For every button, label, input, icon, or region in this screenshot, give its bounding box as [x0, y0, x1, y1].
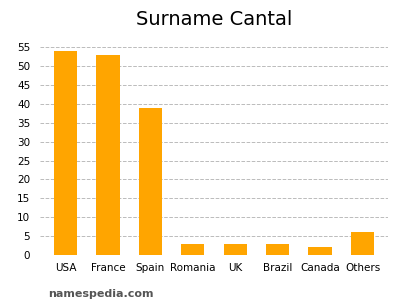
Bar: [139, 108, 162, 255]
Bar: [224, 244, 247, 255]
Text: namespedia.com: namespedia.com: [48, 289, 154, 299]
Bar: [351, 232, 374, 255]
Bar: [54, 51, 77, 255]
Title: Surname Cantal: Surname Cantal: [136, 10, 292, 29]
Bar: [308, 248, 332, 255]
Bar: [181, 244, 204, 255]
Bar: [266, 244, 289, 255]
Bar: [96, 55, 120, 255]
